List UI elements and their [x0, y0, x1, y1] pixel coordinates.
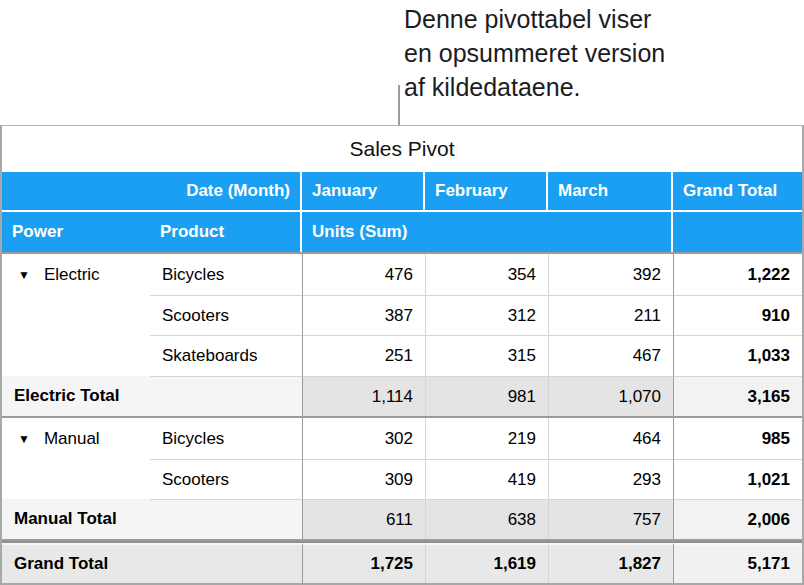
cell-february[interactable]: 354	[425, 254, 548, 295]
row-electric-total: Electric Total 1,114 981 1,070 3,165	[2, 376, 802, 418]
cell-power-group[interactable]: ▼ Manual	[2, 418, 150, 459]
cell-total-label[interactable]: Manual Total	[2, 499, 150, 539]
header-units-sum[interactable]: Units (Sum)	[302, 212, 673, 252]
cell-grand-total[interactable]: 910	[673, 295, 802, 335]
header-grand-total-spacer	[673, 212, 802, 252]
column-header-grand-total[interactable]: Grand Total	[673, 172, 802, 212]
pivot-table: Sales Pivot Date (Month) January Februar…	[0, 125, 804, 585]
cell-february[interactable]: 315	[425, 335, 548, 376]
cell-january[interactable]: 476	[302, 254, 425, 295]
cell-march[interactable]: 293	[548, 459, 673, 499]
cell-march[interactable]: 211	[548, 295, 673, 335]
callout-line-1: Denne pivottabel viser	[404, 2, 665, 36]
group-label: Manual	[44, 429, 100, 449]
header-power[interactable]: Power	[2, 212, 150, 252]
callout-connector-line	[398, 85, 400, 126]
row-electric-scooters: Scooters 387 312 211 910	[2, 295, 802, 335]
cell-february[interactable]: 1,619	[425, 543, 548, 583]
cell-february[interactable]: 419	[425, 459, 548, 499]
cell-grand-total[interactable]: 3,165	[673, 376, 802, 416]
column-header-march[interactable]: March	[548, 172, 673, 212]
cell-march[interactable]: 467	[548, 335, 673, 376]
column-header-february[interactable]: February	[425, 172, 548, 212]
callout-line-2: en opsummeret version	[404, 36, 665, 70]
cell-product[interactable]: Scooters	[150, 295, 302, 335]
cell-grand-total[interactable]: 1,033	[673, 335, 802, 376]
header-date-month[interactable]: Date (Month)	[2, 172, 302, 212]
row-manual-scooters: Scooters 309 419 293 1,021	[2, 459, 802, 499]
header-product[interactable]: Product	[150, 212, 302, 252]
cell-grand-total[interactable]: 1,021	[673, 459, 802, 499]
cell-grand-total[interactable]: 985	[673, 418, 802, 459]
cell-product[interactable]	[150, 376, 302, 416]
disclosure-triangle-icon[interactable]: ▼	[18, 269, 30, 281]
cell-january[interactable]: 1,114	[302, 376, 425, 416]
cell-january[interactable]: 309	[302, 459, 425, 499]
cell-march[interactable]: 464	[548, 418, 673, 459]
header-row-months: Date (Month) January February March Gran…	[2, 172, 802, 212]
cell-january[interactable]: 1,725	[302, 543, 425, 583]
page: Denne pivottabel viser en opsummeret ver…	[0, 0, 804, 585]
column-header-january[interactable]: January	[302, 172, 425, 212]
row-manual-bicycles: ▼ Manual Bicycles 302 219 464 985	[2, 418, 802, 459]
cell-total-label[interactable]: Grand Total	[2, 543, 150, 583]
cell-power-group[interactable]: ▼ Electric	[2, 254, 150, 295]
table-title[interactable]: Sales Pivot	[2, 126, 802, 172]
cell-grand-total[interactable]: 2,006	[673, 499, 802, 539]
cell-february[interactable]: 638	[425, 499, 548, 539]
cell-january[interactable]: 302	[302, 418, 425, 459]
cell-february[interactable]: 219	[425, 418, 548, 459]
group-label: Electric	[44, 265, 100, 285]
row-grand-total: Grand Total 1,725 1,619 1,827 5,171	[2, 541, 802, 583]
header-row-fields: Power Product Units (Sum)	[2, 212, 802, 254]
callout-line-3: af kildedataene.	[404, 70, 665, 104]
cell-total-label[interactable]: Electric Total	[2, 376, 150, 416]
cell-march[interactable]: 1,070	[548, 376, 673, 416]
cell-march[interactable]: 1,827	[548, 543, 673, 583]
callout-annotation: Denne pivottabel viser en opsummeret ver…	[404, 2, 665, 104]
cell-product[interactable]: Scooters	[150, 459, 302, 499]
cell-product[interactable]: Bicycles	[150, 254, 302, 295]
cell-power-group[interactable]	[2, 459, 150, 499]
cell-february[interactable]: 312	[425, 295, 548, 335]
cell-january[interactable]: 387	[302, 295, 425, 335]
cell-february[interactable]: 981	[425, 376, 548, 416]
row-electric-bicycles: ▼ Electric Bicycles 476 354 392 1,222	[2, 254, 802, 295]
cell-power-group[interactable]	[2, 295, 150, 335]
disclosure-triangle-icon[interactable]: ▼	[18, 433, 30, 445]
cell-march[interactable]: 392	[548, 254, 673, 295]
cell-product[interactable]	[150, 499, 302, 539]
row-manual-total: Manual Total 611 638 757 2,006	[2, 499, 802, 541]
cell-january[interactable]: 611	[302, 499, 425, 539]
cell-march[interactable]: 757	[548, 499, 673, 539]
cell-product[interactable]: Skateboards	[150, 335, 302, 376]
cell-power-group[interactable]	[2, 335, 150, 376]
cell-january[interactable]: 251	[302, 335, 425, 376]
row-electric-skateboards: Skateboards 251 315 467 1,033	[2, 335, 802, 376]
cell-grand-total[interactable]: 1,222	[673, 254, 802, 295]
cell-product[interactable]	[150, 543, 302, 583]
cell-product[interactable]: Bicycles	[150, 418, 302, 459]
cell-grand-total[interactable]: 5,171	[673, 543, 802, 583]
